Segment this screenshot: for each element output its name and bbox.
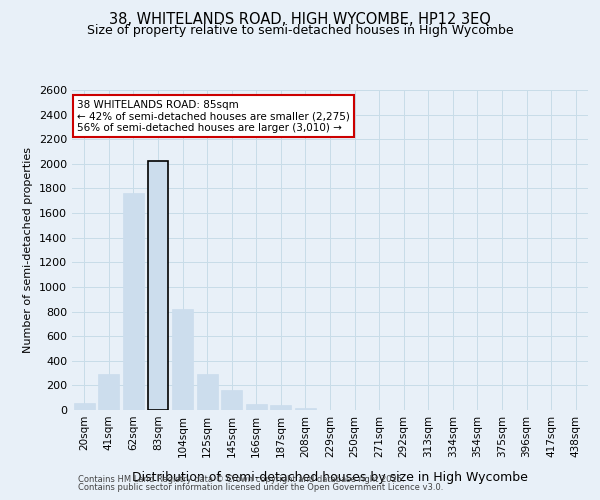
Y-axis label: Number of semi-detached properties: Number of semi-detached properties [23,147,34,353]
Bar [197,374,218,410]
Bar [74,403,95,410]
Bar [98,374,119,410]
Bar [295,408,316,410]
Text: Contains public sector information licensed under the Open Government Licence v3: Contains public sector information licen… [78,484,443,492]
Bar [271,405,292,410]
X-axis label: Distribution of semi-detached houses by size in High Wycombe: Distribution of semi-detached houses by … [132,471,528,484]
Text: 38 WHITELANDS ROAD: 85sqm
← 42% of semi-detached houses are smaller (2,275)
56% : 38 WHITELANDS ROAD: 85sqm ← 42% of semi-… [77,100,350,133]
Bar [221,390,242,410]
Text: Contains HM Land Registry data © Crown copyright and database right 2025.: Contains HM Land Registry data © Crown c… [78,475,404,484]
Bar [148,162,169,410]
Text: Size of property relative to semi-detached houses in High Wycombe: Size of property relative to semi-detach… [86,24,514,37]
Bar [123,194,144,410]
Bar [246,404,267,410]
Text: 38, WHITELANDS ROAD, HIGH WYCOMBE, HP12 3EQ: 38, WHITELANDS ROAD, HIGH WYCOMBE, HP12 … [109,12,491,28]
Bar [172,309,193,410]
